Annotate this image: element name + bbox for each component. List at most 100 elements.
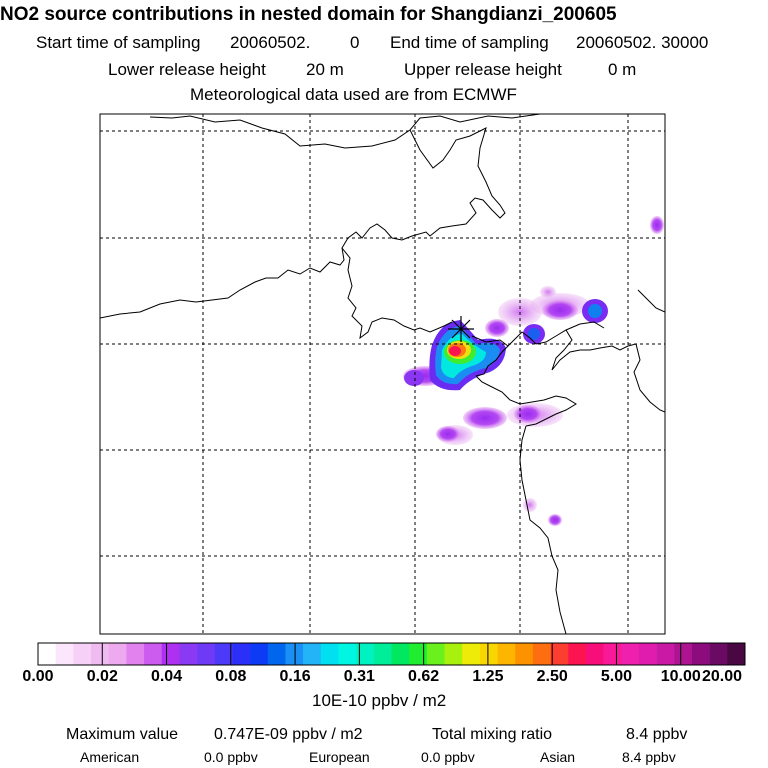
colorbar-segment [674, 643, 693, 665]
start-time-value-2: 0 [350, 33, 360, 52]
colorbar-segment [444, 643, 463, 665]
colorbar-segment [338, 643, 357, 665]
colorbar-segment [515, 643, 534, 665]
colorbar-tick-label: 0.31 [343, 668, 375, 685]
colorbar-segment [479, 643, 498, 665]
total-mixing-value: 8.4 ppbv [626, 726, 688, 743]
plume-body [485, 319, 509, 337]
colorbar-segment [91, 643, 109, 665]
end-time-value: 20060502. 30000 [576, 33, 709, 52]
asian-value: 8.4 ppbv [622, 749, 676, 765]
colorbar-segment [232, 643, 251, 665]
colorbar-tick-label: 0.00 [22, 668, 54, 685]
colorbar-segment [303, 643, 322, 665]
upper-height-label: Upper release height [404, 60, 562, 79]
start-time-value: 20060502. [230, 33, 311, 52]
colorbar-unit: 10E-10 ppbv / m2 [312, 691, 447, 710]
colorbar-segment [144, 643, 163, 665]
colorbar-tick-label: 20.00 [701, 668, 743, 685]
plume-body [436, 426, 460, 442]
colorbar-segment [38, 643, 56, 665]
colorbar-segment [426, 643, 445, 665]
american-value: 0.0 ppbv [204, 749, 258, 765]
colorbar-segment [462, 643, 481, 665]
european-label: European [309, 749, 370, 765]
colorbar-segment [126, 643, 145, 665]
colorbar-segment [603, 643, 622, 665]
asian-label: Asian [540, 749, 576, 765]
total-mixing-label: Total mixing ratio [432, 726, 553, 743]
colorbar-segment [267, 643, 286, 665]
coast-bohai [471, 335, 509, 377]
colorbar-segment [285, 643, 304, 665]
border-line [341, 247, 453, 340]
max-value: 0.747E-09 ppbv / m2 [214, 726, 363, 743]
colorbar-segment [108, 643, 127, 665]
lower-height-value: 20 m [306, 60, 344, 79]
colorbar-segment [320, 643, 339, 665]
colorbar-segment [621, 643, 640, 665]
colorbar-segment [727, 643, 746, 665]
colorbar-segment [585, 643, 604, 665]
map-content [100, 114, 665, 634]
grid-lines [100, 114, 665, 634]
map-title: NO2 source contributions in nested domai… [0, 4, 617, 25]
colorbar-tick-label: 2.50 [536, 668, 568, 685]
colorbar-tick-label: 0.16 [279, 668, 311, 685]
coastline-layer [100, 114, 665, 634]
colorbar-tick-label: 10.00 [660, 668, 701, 685]
start-time-label: Start time of sampling [36, 33, 201, 52]
colorbar-segment [250, 643, 269, 665]
colorbar-segment [391, 643, 410, 665]
plume-halo [540, 286, 556, 298]
receptor-star-icon [448, 316, 474, 342]
colorbar-segment [179, 643, 198, 665]
colorbar-segment [497, 643, 516, 665]
colorbar-tick-label: 0.08 [215, 668, 247, 685]
colorbar-segment [356, 643, 375, 665]
coast-east-china [519, 425, 567, 634]
plume-body [542, 300, 578, 320]
map-frame-bg [100, 114, 665, 634]
european-value: 0.0 ppbv [421, 749, 475, 765]
border-line [149, 114, 541, 149]
colorbar-segment [638, 643, 657, 665]
plume-body [463, 407, 507, 429]
coast-korea [551, 329, 665, 413]
american-label: American [80, 749, 140, 765]
plume-spot [650, 216, 664, 234]
plume-body [404, 370, 424, 386]
colorbar-segment [161, 643, 180, 665]
coast-shandong [475, 375, 577, 427]
plume-core [588, 304, 602, 318]
met-data-line: Meteorological data used are from ECMWF [190, 85, 517, 104]
plume-spot [548, 514, 562, 526]
border-line [637, 289, 665, 313]
colorbar [37, 642, 746, 666]
coast-liaodong [507, 321, 605, 347]
lower-height-label: Lower release height [108, 60, 266, 79]
colorbar-tick-label: 1.25 [472, 668, 504, 685]
colorbar-segment [55, 643, 74, 665]
colorbar-segment [568, 643, 587, 665]
map-frame [99, 113, 666, 635]
plume-body [514, 405, 542, 423]
colorbar-tick-label: 0.02 [86, 668, 118, 685]
upper-height-value: 0 m [608, 60, 637, 79]
colorbar-segment [373, 643, 392, 665]
colorbar-segment [709, 643, 728, 665]
end-time-label: End time of sampling [390, 33, 549, 52]
colorbar-segment [656, 643, 675, 665]
colorbar-segment [691, 643, 710, 665]
colorbar-segment [409, 643, 428, 665]
max-value-label: Maximum value [66, 726, 179, 743]
plume-main-core [449, 346, 461, 356]
colorbar-segment [532, 643, 551, 665]
colorbar-segment [550, 643, 569, 665]
plume-core [528, 328, 540, 340]
colorbar-tick-label: 0.62 [408, 668, 440, 685]
plume-halo [523, 498, 537, 512]
border-line [100, 127, 506, 319]
colorbar-segment [197, 643, 216, 665]
